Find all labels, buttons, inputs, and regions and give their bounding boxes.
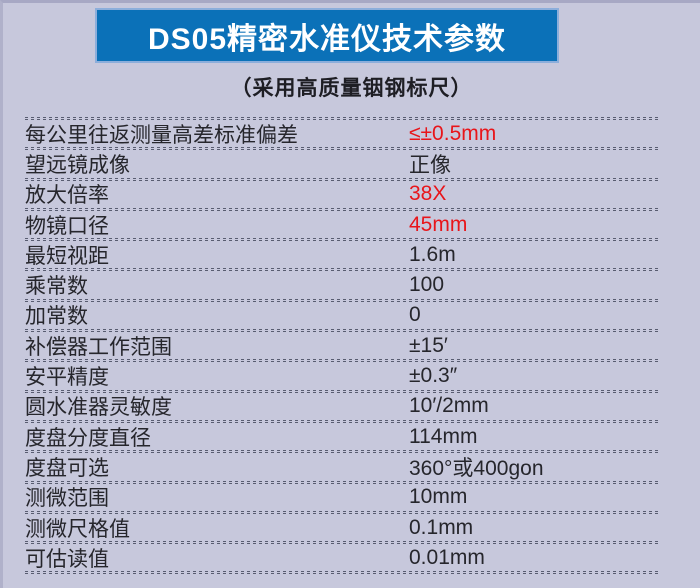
spec-label: 放大倍率	[25, 184, 109, 208]
spec-label: 乘常数	[25, 275, 88, 299]
row-divider	[25, 359, 661, 363]
table-row: 度盘可选 360°或400gon	[25, 453, 661, 480]
table-row: 测微尺格值 0.1mm	[25, 514, 661, 541]
table-row: 测微范围 10mm	[25, 484, 661, 511]
spec-label: 可估读值	[25, 547, 109, 571]
spec-value: 100	[409, 273, 445, 297]
table-row: 可估读值 0.01mm	[25, 544, 661, 571]
spec-label: 望远镜成像	[25, 153, 130, 177]
row-divider	[25, 298, 661, 302]
spec-label: 圆水准器灵敏度	[25, 396, 172, 420]
spec-value: 45mm	[409, 212, 468, 236]
title-banner: DS05精密水准仪技术参数	[95, 8, 559, 63]
row-divider	[25, 329, 661, 333]
spec-value: 0	[409, 303, 421, 327]
spec-label: 加常数	[25, 305, 88, 329]
table-row: 每公里往返测量高差标准偏差 ≤±0.5mm	[25, 120, 661, 147]
row-divider	[25, 510, 661, 514]
spec-value: 38X	[409, 182, 447, 206]
row-divider	[25, 571, 661, 575]
table-row: 最短视距 1.6m	[25, 241, 661, 268]
spec-label: 测微范围	[25, 487, 109, 511]
spec-label: 测微尺格值	[25, 517, 130, 541]
table-row: 放大倍率 38X	[25, 181, 661, 208]
table-row: 物镜口径 45mm	[25, 211, 661, 238]
spec-value: 1.6m	[409, 242, 456, 266]
spec-value: 114mm	[409, 424, 478, 448]
row-divider	[25, 389, 661, 393]
spec-label: 最短视距	[25, 244, 109, 268]
spec-value: ±15′	[409, 333, 448, 357]
spec-label: 度盘分度直径	[25, 426, 151, 450]
spec-value: ±0.3″	[409, 364, 458, 388]
spec-label: 度盘可选	[25, 456, 109, 480]
spec-value: 0.1mm	[409, 515, 474, 539]
row-divider	[25, 238, 661, 242]
row-divider	[25, 268, 661, 272]
table-row: 度盘分度直径 114mm	[25, 423, 661, 450]
spec-value: 0.01mm	[409, 545, 485, 569]
spec-label: 安平精度	[25, 366, 109, 390]
page-subtitle: （采用高质量铟钢标尺）	[230, 75, 473, 100]
spec-value: 360°或400gon	[409, 456, 544, 480]
row-divider	[25, 147, 661, 151]
row-divider	[25, 450, 661, 454]
row-divider	[25, 117, 661, 120]
table-row: 圆水准器灵敏度 10′/2mm	[25, 393, 661, 420]
row-divider	[25, 177, 661, 181]
table-row: 安平精度 ±0.3″	[25, 362, 661, 389]
spec-label: 每公里往返测量高差标准偏差	[25, 123, 298, 147]
table-row: 补偿器工作范围 ±15′	[25, 332, 661, 359]
table-row: 乘常数 100	[25, 271, 661, 298]
row-divider	[25, 419, 661, 423]
page-title: DS05精密水准仪技术参数	[147, 22, 507, 56]
spec-table: 每公里往返测量高差标准偏差 ≤±0.5mm 望远镜成像 正像 放大倍率 38X …	[25, 117, 661, 575]
row-divider	[25, 207, 661, 211]
table-row: 望远镜成像 正像	[25, 150, 661, 177]
row-divider	[25, 480, 661, 484]
spec-value: 10′/2mm	[409, 394, 489, 418]
row-divider	[25, 541, 661, 545]
table-row: 加常数 0	[25, 302, 661, 329]
spec-label: 物镜口径	[25, 214, 109, 238]
spec-value: ≤±0.5mm	[409, 121, 497, 145]
spec-value: 正像	[409, 153, 451, 177]
spec-label: 补偿器工作范围	[25, 335, 172, 359]
spec-value: 10mm	[409, 485, 468, 509]
